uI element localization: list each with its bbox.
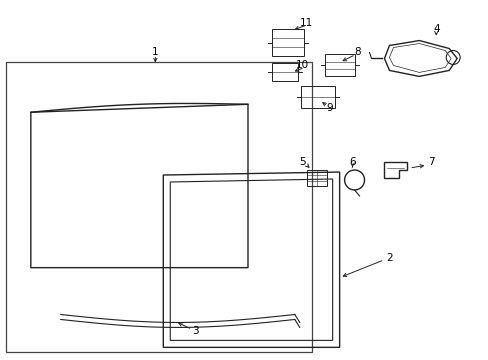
Text: 10: 10 <box>296 60 309 71</box>
Text: 8: 8 <box>353 48 360 58</box>
Bar <box>271 63 297 81</box>
Bar <box>324 54 354 76</box>
Text: 11: 11 <box>300 18 313 28</box>
Text: 1: 1 <box>152 48 158 58</box>
Bar <box>300 86 334 108</box>
Text: 6: 6 <box>348 157 355 167</box>
Bar <box>271 28 303 57</box>
Text: 4: 4 <box>432 24 439 33</box>
Text: 9: 9 <box>325 103 332 113</box>
Text: 2: 2 <box>386 253 392 263</box>
Text: 7: 7 <box>427 157 434 167</box>
Text: 3: 3 <box>191 327 198 336</box>
Text: 5: 5 <box>299 157 305 167</box>
Bar <box>306 170 326 186</box>
Bar <box>6 62 311 352</box>
